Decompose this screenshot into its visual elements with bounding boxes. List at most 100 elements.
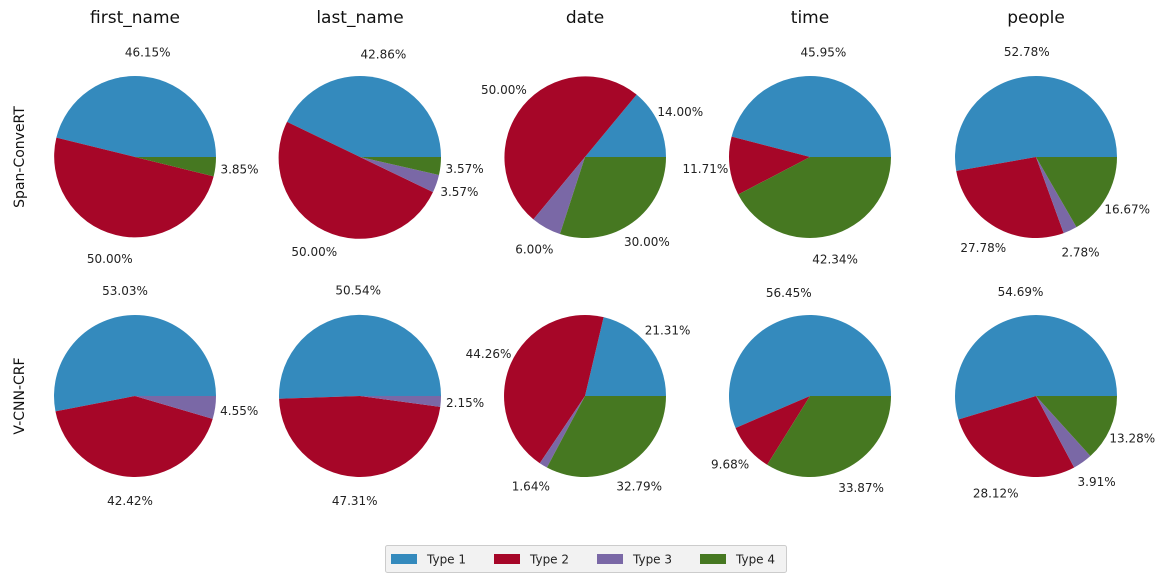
slice-label: 52.78% [1004,45,1050,59]
pie-slice [956,157,1064,238]
pie-slice [504,315,604,464]
slice-label: 42.34% [812,252,858,266]
slice-label: 11.71% [683,162,729,176]
slice-label: 21.31% [645,324,691,338]
row-label: Span-ConveRT [12,106,28,208]
pie-slice [54,315,217,412]
slice-label: 3.57% [440,185,478,199]
pie-slice [728,315,891,428]
slice-label: 53.03% [102,284,148,298]
pie-slice [504,76,637,220]
legend-swatch [494,554,520,564]
pie: 53.03% 42.42% 4.55% [54,284,258,508]
slice-label: 56.45% [766,286,812,300]
slice-label: 3.91% [1078,475,1116,489]
row-label: V-CNN-CRF [12,357,28,434]
pie-slice [559,157,666,239]
pie-slice [585,317,666,396]
legend: Type 1 Type 2 Type 3 Type 4 [385,545,787,573]
slice-label: 13.28% [1109,432,1155,446]
slice-label: 47.31% [332,494,378,508]
slice-label: 54.69% [998,285,1044,299]
column-title: people [1007,8,1065,28]
pie-slice [958,396,1075,477]
slice-label: 30.00% [624,235,670,249]
slice-label: 2.15% [446,396,484,410]
slice-label: 6.00% [515,242,553,256]
pie-slice [955,75,1117,172]
slice-label: 50.00% [481,83,527,97]
pie-slice [533,157,585,235]
slice-label: 9.68% [711,458,749,472]
pie-slice [135,396,216,419]
slice-label: 4.55% [220,404,258,418]
pie-slice [135,157,216,177]
pies: 46.15%50.00%3.85%42.86%50.00%3.57%3.57%1… [54,45,1155,508]
pie-slice [360,157,439,193]
slice-label: 46.15% [125,46,171,60]
pie-slice [1036,396,1117,457]
pie-slice [767,396,891,477]
legend-frame [385,545,787,573]
pie: 42.86% 50.00% 3.57% 3.57% [278,47,484,259]
pie: 46.15% 50.00% 3.85% [54,46,259,266]
pie: 56.45% 9.68% 33.87% [711,286,891,495]
slice-label: 50.00% [291,245,337,259]
slice-label: 16.67% [1104,203,1150,217]
pie: 45.95% 11.71% 42.34% [683,46,891,266]
legend-swatch [700,554,726,564]
pie-slice [279,314,442,399]
pie-slice [546,396,666,477]
slice-label: 2.78% [1061,245,1099,259]
slice-label: 27.78% [960,241,1006,255]
pie-slice [728,136,810,195]
slice-label: 44.26% [466,347,512,361]
slice-label: 3.85% [220,163,258,177]
slice-label: 42.42% [107,494,153,508]
pie: 50.54% 47.31% 2.15% [279,284,484,508]
column-title: time [791,8,829,28]
pie-slice [278,121,433,239]
pie: 52.78% 27.78% 2.78% 16.67% [955,45,1150,259]
slice-label: 1.64% [512,479,550,493]
pie-slice [955,315,1117,420]
pie-slice [731,76,891,157]
pie-slice [738,157,891,239]
legend-label: Type 4 [735,553,775,567]
pie: 14.00% 50.00% 6.00% 30.00% [481,76,703,256]
column-title: last_name [316,8,403,28]
legend-swatch [597,554,623,564]
slice-label: 42.86% [361,47,407,61]
pie-slice [360,396,441,407]
legend-swatch [391,554,417,564]
slice-label: 3.57% [446,162,484,176]
pie: 21.31% 44.26% 1.64% 32.79% [466,315,691,493]
pie-slice [56,76,216,157]
pie-slice [735,396,810,465]
pie-slice [1036,157,1077,234]
slice-label: 33.87% [838,481,884,495]
legend-label: Type 3 [632,553,672,567]
legend-label: Type 2 [529,553,569,567]
pie-slice [54,137,214,238]
pie: 54.69% 28.12% 3.91% 13.28% [955,285,1155,500]
row-labels: Span-ConveRT V-CNN-CRF [12,106,28,435]
slice-label: 50.00% [87,252,133,266]
slice-label: 32.79% [616,479,662,493]
pie-slice [279,396,441,477]
column-title: first_name [90,8,180,28]
column-titles: first_name last_name date time people [90,8,1065,28]
pie-slice [360,157,441,176]
slice-label: 28.12% [973,486,1019,500]
pie-slice [539,396,585,468]
slice-label: 50.54% [335,284,381,298]
pie-slice [585,94,666,157]
slice-label: 45.95% [801,46,847,60]
pie-slice [55,396,213,478]
pie-slice [1036,396,1091,468]
slice-label: 14.00% [657,105,703,119]
pie-slice [1036,157,1117,228]
column-title: date [566,8,604,28]
pie-slice [287,76,441,157]
